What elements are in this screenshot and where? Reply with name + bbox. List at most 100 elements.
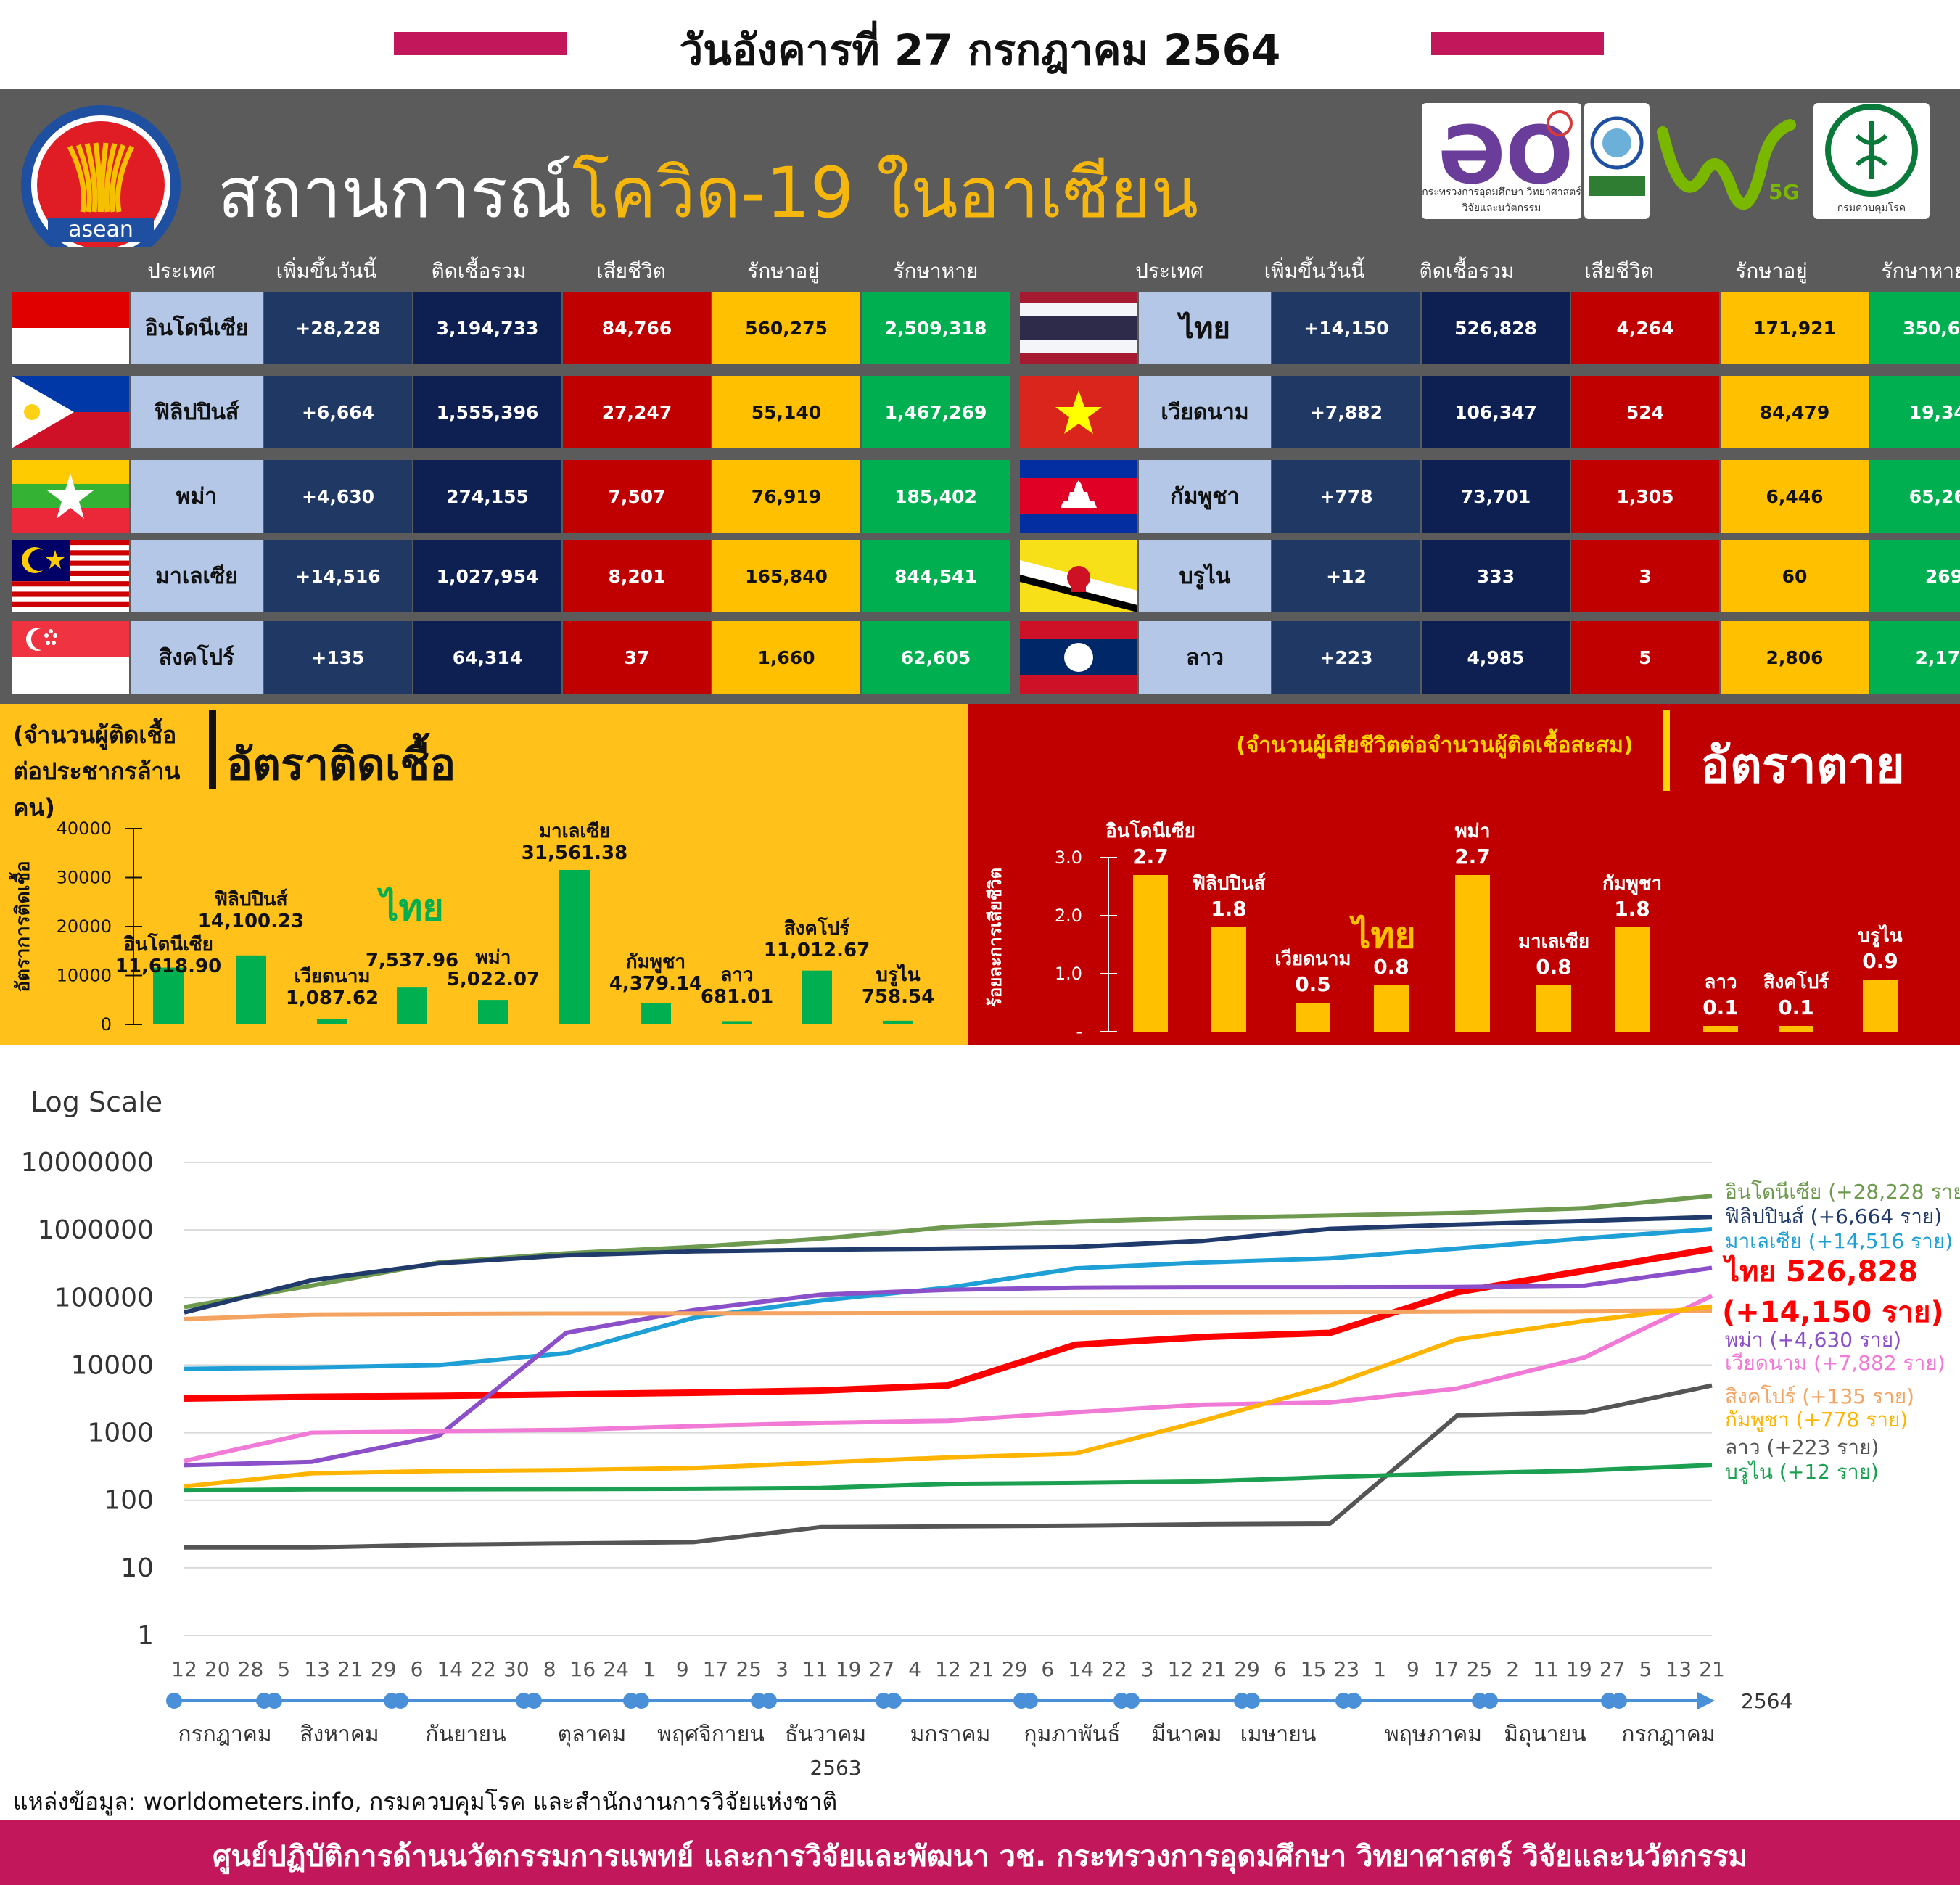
cell-deaths-cambodia: 1,305 [1571, 460, 1719, 533]
infection-bar-6 [641, 1003, 671, 1024]
mortality-bar-2 [1296, 1003, 1330, 1032]
cell-total-indonesia: 3,194,733 [413, 292, 561, 364]
log-scale-chart-area: Log Scale 1 10 100 1000 10000 100000 1000000 100… [0, 1045, 1960, 1814]
x-tick-label-24: 21 [968, 1657, 995, 1681]
x-tick-label-40: 2 [1506, 1657, 1519, 1681]
asean-logo: asean [21, 105, 181, 265]
cell-total-singapore: 64,314 [413, 621, 561, 694]
mortality-rate-panel: (จำนวนผู้เสียชีวิตต่อจำนวนผู้ติดเชื้อสะส… [968, 704, 1960, 1045]
x-tick-label-39: 25 [1467, 1657, 1493, 1681]
x-tick-label-21: 27 [869, 1657, 895, 1681]
flag-vietnam [1020, 376, 1137, 448]
x-tick-label-38: 17 [1433, 1657, 1459, 1681]
mortality-category-label-5: มาเลเซีย [1518, 931, 1589, 953]
infection-category-label-1: ฟิลิปปินส์ [215, 888, 288, 911]
mortality-divider [1663, 710, 1670, 791]
cell-active-singapore: 1,660 [712, 621, 860, 694]
mortality-title: อัตราตาย [1700, 737, 1905, 794]
x-tick-label-36: 1 [1373, 1657, 1386, 1681]
nrct-5g-logo: 5G [1652, 103, 1808, 219]
infection-value-label-9: 758.54 [862, 986, 934, 1008]
mortality-rate-chart: - 1.0 2.0 3.0 ร้อยละการเสียชีวิต 2.7 อินโดนีเซ… [985, 819, 1903, 1042]
left-header-4: รักษาอยู่ [747, 259, 820, 283]
mortality-y-label: ร้อยละการเสียชีวิต [985, 868, 1005, 1007]
infection-y-tick-label: 40000 [57, 818, 112, 839]
infection-bar-0 [153, 967, 184, 1024]
mortality-bar-1 [1211, 927, 1246, 1032]
series-line-3 [184, 1245, 1713, 1402]
x-tick-label-46: 21 [1699, 1657, 1725, 1681]
mortality-bar-8 [1779, 1026, 1813, 1032]
cell-new-laos: +223 [1272, 621, 1420, 694]
infection-value-label-6: 4,379.14 [609, 973, 702, 995]
mortality-category-label-8: สิงคโปร์ [1763, 970, 1829, 993]
cell-total-cambodia: 73,701 [1422, 460, 1570, 533]
mortality-bar-3 [1374, 985, 1409, 1032]
cell-name-malaysia: มาเลเซีย [131, 540, 263, 612]
month-label-1: สิงหาคม [300, 1722, 379, 1747]
month-label-9: เมษายน [1240, 1722, 1317, 1747]
timeline-dot [1124, 1693, 1140, 1709]
series-line-2 [184, 1227, 1713, 1371]
nrct-logo: วช. NRCT [1584, 103, 1650, 219]
flag-thailand [1020, 292, 1137, 364]
cell-deaths-laos: 5 [1571, 621, 1719, 694]
series-legend-label-3: ไทย 526,828 [1722, 1254, 1918, 1289]
title-prefix: สถานการณ์ [218, 152, 572, 234]
month-label-5: ธันวาคม [785, 1722, 866, 1747]
mortality-category-label-2: เวียดนาม [1275, 948, 1351, 970]
cell-name-singapore: สิงคโปร์ [131, 621, 263, 694]
cell-active-philippines: 55,140 [712, 376, 860, 448]
cell-recovered-singapore: 62,605 [862, 621, 1010, 694]
cell-deaths-philippines: 27,247 [563, 376, 711, 448]
mortality-y-tick-label: 1.0 [1055, 964, 1082, 984]
mortality-value-label-2: 0.5 [1295, 972, 1331, 996]
log-y-tick-label: 1000000 [38, 1215, 154, 1245]
timeline-dot [1244, 1693, 1260, 1709]
mortality-y-tick-label: 2.0 [1055, 905, 1082, 926]
timeline-dot [633, 1693, 649, 1709]
infection-category-label-2: เวียดนาม [294, 966, 370, 987]
cell-active-myanmar: 76,919 [712, 460, 860, 533]
cell-active-vietnam: 84,479 [1721, 376, 1869, 448]
cell-active-indonesia: 560,275 [712, 292, 860, 364]
x-tick-label-35: 23 [1334, 1657, 1360, 1681]
x-tick-label-12: 16 [570, 1657, 596, 1681]
infection-category-label-7: ลาว [720, 964, 753, 986]
x-tick-label-0: 12 [171, 1657, 197, 1681]
infection-title: อัตราติดเชื้อ [226, 739, 456, 790]
mortality-y-tick-label: 3.0 [1055, 847, 1082, 868]
date-bar: วันอังคารที่ 27 กรกฎาคม 2564 [0, 0, 1960, 89]
cell-total-brunei: 333 [1422, 540, 1570, 612]
cell-name-thailand: ไทย [1139, 292, 1271, 364]
series-line-1 [184, 1215, 1713, 1315]
infection-value-label-8: 11,012.67 [764, 940, 870, 961]
x-tick-label-37: 9 [1407, 1657, 1420, 1681]
cell-new-brunei: +12 [1272, 540, 1420, 612]
mortality-bar-9 [1863, 980, 1898, 1032]
mortality-value-label-5: 0.8 [1536, 955, 1572, 979]
x-tick-label-19: 11 [802, 1657, 828, 1681]
infection-y-tick-label: 10000 [57, 966, 112, 986]
mhesi-logo-graphic: ƏO [1438, 109, 1573, 202]
timeline-dot [266, 1693, 282, 1709]
mortality-category-label-1: ฟิลิปปินส์ [1193, 872, 1266, 895]
x-tick-label-20: 19 [836, 1657, 862, 1681]
log-y-tick-label: 10 [120, 1553, 154, 1583]
cell-name-vietnam: เวียดนาม [1139, 376, 1271, 448]
x-tick-label-42: 19 [1566, 1657, 1592, 1681]
series-legend-label-9: บรูไน (+12 ราย) [1725, 1460, 1879, 1484]
right-header-4: รักษาอยู่ [1735, 259, 1808, 283]
cell-new-myanmar: +4,630 [264, 460, 412, 533]
year-label-2564: 2564 [1741, 1689, 1792, 1713]
month-label-4: พฤศจิกายน [657, 1722, 765, 1747]
infection-value-label-0: 11,618.90 [115, 956, 221, 977]
cell-total-myanmar: 274,155 [413, 460, 561, 533]
cell-name-laos: ลาว [1139, 621, 1271, 694]
log-y-tick-label: 10000000 [21, 1148, 154, 1178]
pink-accent-right [1431, 32, 1604, 55]
right-header-0: ประเทศ [1135, 259, 1203, 283]
infection-category-label-8: สิงคโปร์ [784, 916, 849, 940]
timeline-dot [526, 1693, 542, 1709]
series-legend-label-7: กัมพูชา (+778 ราย) [1725, 1408, 1908, 1432]
